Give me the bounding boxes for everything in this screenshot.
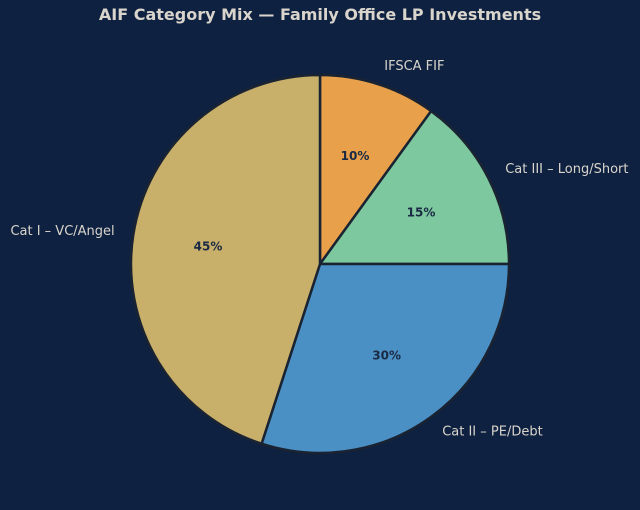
slice-category-label: Cat II – PE/Debt bbox=[442, 425, 543, 440]
pie-slice bbox=[260, 262, 511, 455]
pie-slice bbox=[318, 73, 433, 266]
pie-slices bbox=[129, 73, 511, 455]
slice-category-label: Cat I – VC/Angel bbox=[10, 224, 114, 239]
pie-labels: 10% IFSCA FIF 15% Cat III – Long/Short 30% Ca… bbox=[10, 59, 628, 440]
slice-category-label: Cat III – Long/Short bbox=[505, 162, 628, 177]
chart-title: AIF Category Mix — Family Office LP Inve… bbox=[99, 5, 541, 24]
pie-slice bbox=[129, 73, 322, 445]
slice-percent-label: 10% bbox=[341, 149, 370, 163]
slice-category-label: IFSCA FIF bbox=[384, 59, 444, 74]
slice-percent-label: 15% bbox=[407, 206, 436, 220]
slice-percent-label: 45% bbox=[194, 239, 223, 253]
slice-percent-label: 30% bbox=[372, 349, 401, 363]
pie-slice bbox=[318, 109, 511, 266]
